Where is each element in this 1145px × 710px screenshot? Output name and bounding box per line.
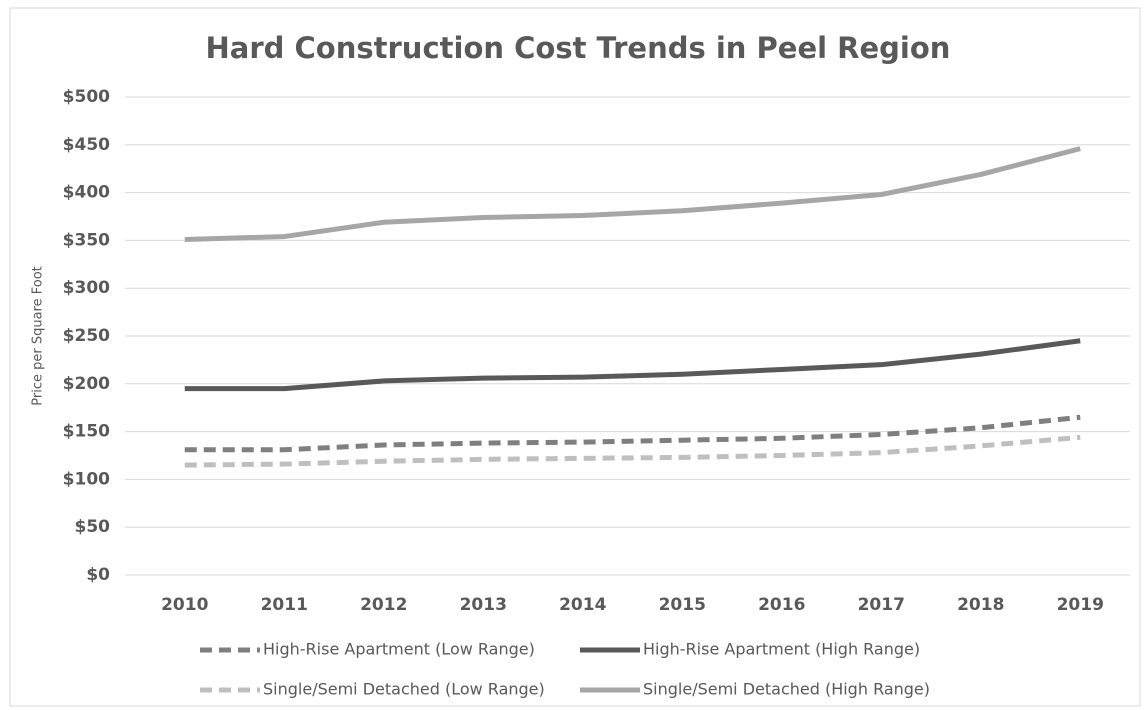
y-tick-label: $500 <box>63 87 110 107</box>
y-tick-label: $400 <box>63 183 110 203</box>
y-tick-label: $0 <box>86 565 110 585</box>
x-tick-label: 2012 <box>360 595 407 615</box>
y-tick-label: $150 <box>63 422 110 442</box>
legend-label: High-Rise Apartment (High Range) <box>643 640 920 659</box>
x-tick-label: 2011 <box>261 595 308 615</box>
x-tick-label: 2016 <box>758 595 805 615</box>
x-tick-label: 2019 <box>1057 595 1104 615</box>
series-line <box>184 146 1081 242</box>
chart-title: Hard Construction Cost Trends in Peel Re… <box>206 31 951 65</box>
x-tick-label: 2015 <box>659 595 706 615</box>
y-tick-label: $100 <box>63 469 110 489</box>
y-tick-label: $450 <box>63 135 110 155</box>
y-axis-label: Price per Square Foot <box>31 266 46 406</box>
y-tick-label: $250 <box>63 326 110 346</box>
legend-label: Single/Semi Detached (Low Range) <box>263 680 545 699</box>
x-tick-label: 2013 <box>460 595 507 615</box>
y-tick-label: $50 <box>75 517 111 537</box>
x-tick-label: 2018 <box>957 595 1004 615</box>
series-line <box>184 414 1081 453</box>
x-tick-label: 2017 <box>858 595 905 615</box>
y-tick-label: $350 <box>63 230 110 250</box>
chart-border <box>9 7 1141 707</box>
x-tick-label: 2014 <box>559 595 606 615</box>
legend-label: Single/Semi Detached (High Range) <box>643 680 930 699</box>
legend-label: High-Rise Apartment (Low Range) <box>263 640 535 659</box>
x-tick-label: 2010 <box>161 595 208 615</box>
series-line <box>184 338 1081 392</box>
y-tick-label: $300 <box>63 278 110 298</box>
series-line <box>184 434 1081 468</box>
y-tick-label: $200 <box>63 374 110 394</box>
